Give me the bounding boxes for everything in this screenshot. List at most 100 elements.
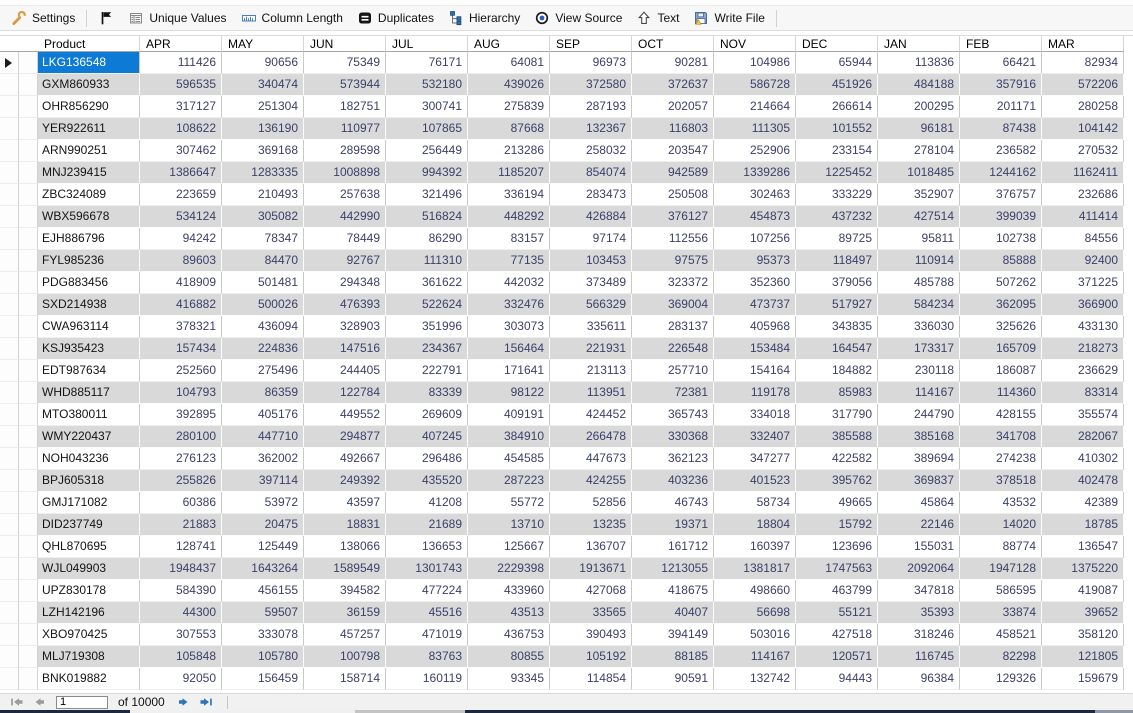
product-cell[interactable]: WHD885117 (38, 382, 140, 404)
value-cell[interactable]: 203547 (632, 140, 714, 162)
row-indicator-cell[interactable] (0, 52, 19, 74)
value-cell[interactable]: 159679 (1042, 668, 1124, 690)
value-cell[interactable]: 484188 (878, 74, 960, 96)
value-cell[interactable]: 90591 (632, 668, 714, 690)
product-cell[interactable]: CWA963114 (38, 316, 140, 338)
value-cell[interactable]: 458521 (960, 624, 1042, 646)
value-cell[interactable]: 503016 (714, 624, 796, 646)
row-indicator-cell[interactable] (0, 162, 19, 184)
value-cell[interactable]: 83157 (468, 228, 550, 250)
value-cell[interactable]: 160397 (714, 536, 796, 558)
value-cell[interactable]: 104142 (1042, 118, 1124, 140)
value-cell[interactable]: 125449 (222, 536, 304, 558)
value-cell[interactable]: 305082 (222, 206, 304, 228)
value-cell[interactable]: 451926 (796, 74, 878, 96)
value-cell[interactable]: 410302 (1042, 448, 1124, 470)
value-cell[interactable]: 59507 (222, 602, 304, 624)
first-page-button[interactable] (9, 696, 25, 709)
value-cell[interactable]: 136707 (550, 536, 632, 558)
value-cell[interactable]: 498660 (714, 580, 796, 602)
value-cell[interactable]: 283137 (632, 316, 714, 338)
toolbar-button-column-length[interactable]: Column Length (234, 7, 350, 29)
value-cell[interactable]: 107865 (386, 118, 468, 140)
value-cell[interactable]: 77135 (468, 250, 550, 272)
value-cell[interactable]: 83763 (386, 646, 468, 668)
row-header-cell[interactable] (19, 646, 38, 668)
value-cell[interactable]: 78449 (304, 228, 386, 250)
value-cell[interactable]: 66421 (960, 52, 1042, 74)
value-cell[interactable]: 439026 (468, 74, 550, 96)
row-indicator-cell[interactable] (0, 294, 19, 316)
value-cell[interactable]: 289598 (304, 140, 386, 162)
value-cell[interactable]: 49665 (796, 492, 878, 514)
column-header-jul[interactable]: JUL (386, 36, 468, 52)
value-cell[interactable]: 92400 (1042, 250, 1124, 272)
value-cell[interactable]: 92050 (140, 668, 222, 690)
row-indicator-cell[interactable] (0, 470, 19, 492)
value-cell[interactable]: 102738 (960, 228, 1042, 250)
row-indicator-cell[interactable] (0, 338, 19, 360)
row-indicator-cell[interactable] (0, 646, 19, 668)
value-cell[interactable]: 202057 (632, 96, 714, 118)
value-cell[interactable]: 232686 (1042, 184, 1124, 206)
value-cell[interactable]: 153484 (714, 338, 796, 360)
value-cell[interactable]: 114854 (550, 668, 632, 690)
product-cell[interactable]: QHL870695 (38, 536, 140, 558)
value-cell[interactable]: 307462 (140, 140, 222, 162)
value-cell[interactable]: 362095 (960, 294, 1042, 316)
toolbar-button-settings[interactable]: Settings (4, 7, 82, 29)
value-cell[interactable]: 173317 (878, 338, 960, 360)
value-cell[interactable]: 128741 (140, 536, 222, 558)
value-cell[interactable]: 473737 (714, 294, 796, 316)
value-cell[interactable]: 442990 (304, 206, 386, 228)
value-cell[interactable]: 118497 (796, 250, 878, 272)
value-cell[interactable]: 110914 (878, 250, 960, 272)
product-cell[interactable]: ARN990251 (38, 140, 140, 162)
column-header-jun[interactable]: JUN (304, 36, 386, 52)
value-cell[interactable]: 340474 (222, 74, 304, 96)
row-indicator-cell[interactable] (0, 206, 19, 228)
value-cell[interactable]: 85888 (960, 250, 1042, 272)
value-cell[interactable]: 116803 (632, 118, 714, 140)
value-cell[interactable]: 154164 (714, 360, 796, 382)
product-cell[interactable]: UPZ830178 (38, 580, 140, 602)
value-cell[interactable]: 43532 (960, 492, 1042, 514)
row-indicator-cell[interactable] (0, 96, 19, 118)
row-header-cell[interactable] (19, 272, 38, 294)
value-cell[interactable]: 330368 (632, 426, 714, 448)
row-indicator-cell[interactable] (0, 514, 19, 536)
value-cell[interactable]: 282067 (1042, 426, 1124, 448)
next-page-button[interactable] (176, 696, 192, 709)
value-cell[interactable]: 427514 (878, 206, 960, 228)
value-cell[interactable]: 333229 (796, 184, 878, 206)
value-cell[interactable]: 405968 (714, 316, 796, 338)
row-header-cell[interactable] (19, 338, 38, 360)
product-cell[interactable]: BPJ605318 (38, 470, 140, 492)
product-cell[interactable]: EDT987634 (38, 360, 140, 382)
value-cell[interactable]: 87438 (960, 118, 1042, 140)
value-cell[interactable]: 103453 (550, 250, 632, 272)
row-header-cell[interactable] (19, 250, 38, 272)
value-cell[interactable]: 1747563 (796, 558, 878, 580)
column-header-sep[interactable]: SEP (550, 36, 632, 52)
value-cell[interactable]: 376127 (632, 206, 714, 228)
value-cell[interactable]: 332407 (714, 426, 796, 448)
value-cell[interactable]: 89725 (796, 228, 878, 250)
value-cell[interactable]: 84556 (1042, 228, 1124, 250)
value-cell[interactable]: 2092064 (878, 558, 960, 580)
value-cell[interactable]: 1381817 (714, 558, 796, 580)
value-cell[interactable]: 854074 (550, 162, 632, 184)
value-cell[interactable]: 447673 (550, 448, 632, 470)
value-cell[interactable]: 362002 (222, 448, 304, 470)
value-cell[interactable]: 114360 (960, 382, 1042, 404)
value-cell[interactable]: 477224 (386, 580, 468, 602)
value-cell[interactable]: 534124 (140, 206, 222, 228)
row-header-cell[interactable] (19, 382, 38, 404)
value-cell[interactable]: 22146 (878, 514, 960, 536)
row-header-cell[interactable] (19, 514, 38, 536)
value-cell[interactable]: 275839 (468, 96, 550, 118)
value-cell[interactable]: 113951 (550, 382, 632, 404)
value-cell[interactable]: 442032 (468, 272, 550, 294)
value-cell[interactable]: 120571 (796, 646, 878, 668)
toolbar-button-flag[interactable] (91, 7, 121, 29)
